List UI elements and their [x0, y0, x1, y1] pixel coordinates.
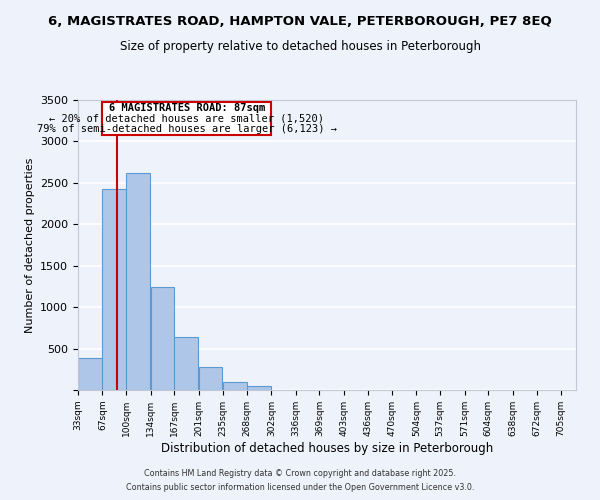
Text: 79% of semi-detached houses are larger (6,123) →: 79% of semi-detached houses are larger (…: [37, 124, 337, 134]
Bar: [126, 173, 150, 390]
Text: Contains HM Land Registry data © Crown copyright and database right 2025.: Contains HM Land Registry data © Crown c…: [144, 468, 456, 477]
Bar: [174, 337, 198, 390]
FancyBboxPatch shape: [103, 102, 271, 135]
Text: 6 MAGISTRATES ROAD: 87sqm: 6 MAGISTRATES ROAD: 87sqm: [109, 104, 265, 114]
Bar: [151, 288, 174, 390]
Y-axis label: Number of detached properties: Number of detached properties: [25, 158, 35, 332]
Text: ← 20% of detached houses are smaller (1,520): ← 20% of detached houses are smaller (1,…: [49, 114, 325, 124]
Text: Contains public sector information licensed under the Open Government Licence v3: Contains public sector information licen…: [126, 484, 474, 492]
Bar: [199, 367, 223, 390]
Bar: [78, 358, 102, 390]
Text: Size of property relative to detached houses in Peterborough: Size of property relative to detached ho…: [119, 40, 481, 53]
Text: 6, MAGISTRATES ROAD, HAMPTON VALE, PETERBOROUGH, PE7 8EQ: 6, MAGISTRATES ROAD, HAMPTON VALE, PETER…: [48, 15, 552, 28]
X-axis label: Distribution of detached houses by size in Peterborough: Distribution of detached houses by size …: [161, 442, 493, 454]
Bar: [103, 190, 126, 390]
Bar: [247, 386, 271, 390]
Bar: [223, 382, 247, 390]
